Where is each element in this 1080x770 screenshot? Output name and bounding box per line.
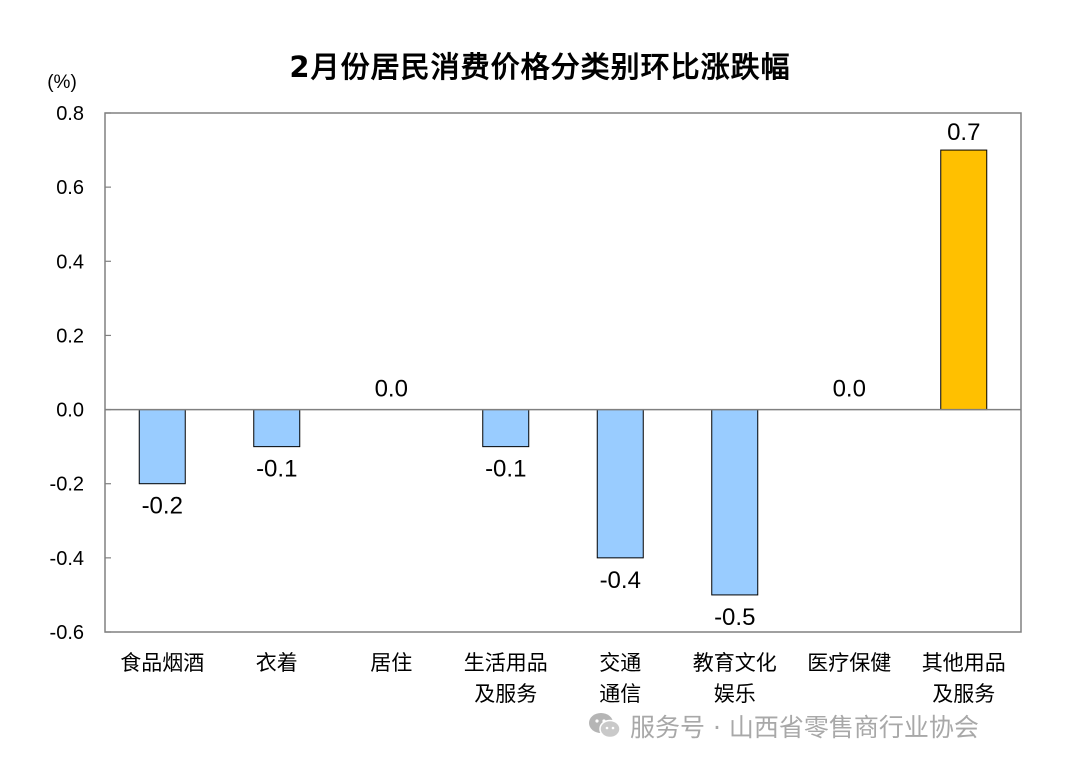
watermark: 服务号 · 山西省零售商行业协会 (588, 706, 979, 746)
category-label: 娱乐 (714, 682, 756, 706)
bar (596, 409, 644, 559)
data-label: 0.7 (947, 119, 980, 146)
category-label: 生活用品 (464, 651, 548, 675)
category-label: 教育文化 (693, 651, 777, 675)
bar (138, 409, 186, 485)
data-label: -0.4 (600, 567, 641, 594)
category-label: 通信 (599, 682, 641, 706)
category-label: 食品烟酒 (120, 651, 204, 675)
y-tick-label: -0.4 (50, 548, 84, 570)
y-tick-label: 0.8 (56, 103, 84, 125)
bar (940, 149, 988, 411)
y-tick-label: -0.6 (50, 622, 84, 644)
wechat-icon (589, 713, 621, 739)
chart-title: 2月份居民消费价格分类别环比涨跌幅 (289, 50, 791, 84)
y-tick-label: -0.2 (50, 474, 84, 496)
y-tick-label: 0.6 (56, 177, 84, 199)
data-label: -0.1 (256, 456, 297, 483)
y-tick-label: 0.0 (56, 400, 84, 422)
category-label: 衣着 (256, 651, 298, 675)
data-label: -0.1 (485, 456, 526, 483)
bar (482, 409, 530, 448)
category-label: 及服务 (932, 682, 995, 706)
watermark-text: 服务号 · 山西省零售商行业协会 (630, 713, 979, 742)
data-label: -0.2 (142, 493, 183, 520)
category-label: 医疗保健 (807, 651, 891, 675)
y-tick-label: 0.2 (56, 325, 84, 347)
y-unit-label: (%) (47, 72, 77, 93)
bar (711, 409, 759, 596)
plot-frame (104, 112, 1022, 633)
category-label: 交通 (599, 651, 641, 675)
data-label: -0.5 (714, 604, 755, 631)
y-tick-label: 0.4 (56, 251, 84, 273)
category-label: 居住 (370, 651, 412, 675)
data-label: 0.0 (833, 376, 866, 403)
category-label: 及服务 (474, 682, 537, 706)
category-label: 其他用品 (922, 651, 1006, 675)
data-label: 0.0 (375, 376, 408, 403)
bar (253, 409, 301, 448)
